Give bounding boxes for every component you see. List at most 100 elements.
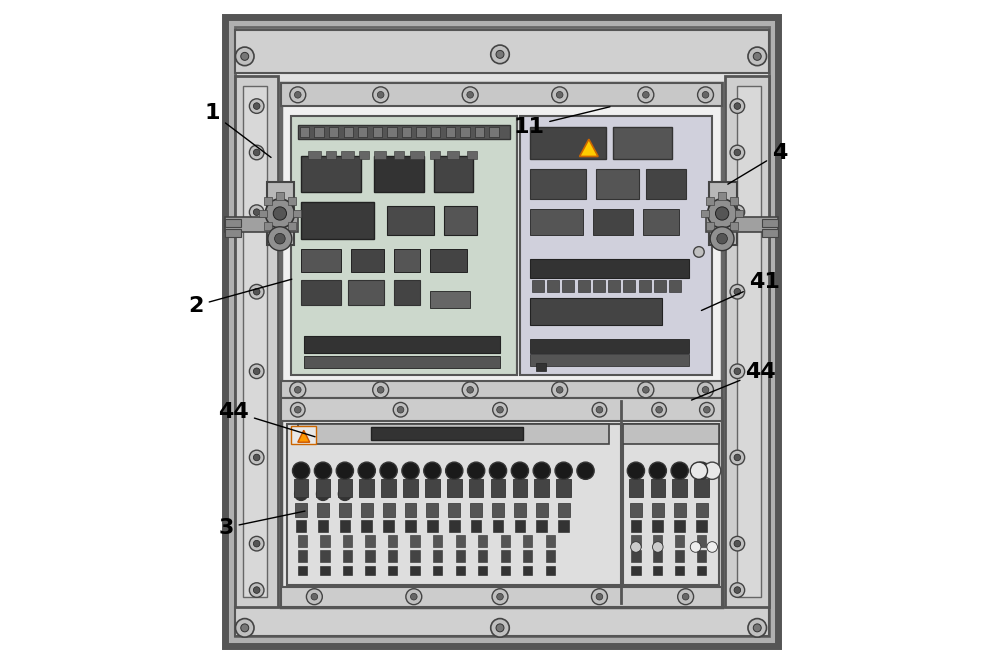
Circle shape bbox=[235, 47, 254, 66]
Circle shape bbox=[698, 87, 713, 103]
Circle shape bbox=[249, 583, 264, 597]
Bar bbox=[298, 424, 609, 444]
Circle shape bbox=[592, 402, 607, 417]
Bar bbox=[737, 86, 761, 597]
Circle shape bbox=[596, 593, 603, 600]
Bar bbox=[523, 535, 532, 547]
Bar bbox=[281, 587, 722, 607]
Bar bbox=[433, 566, 442, 575]
Circle shape bbox=[690, 462, 708, 479]
Bar bbox=[646, 169, 686, 199]
Circle shape bbox=[292, 462, 310, 479]
Circle shape bbox=[552, 382, 568, 398]
Bar bbox=[388, 535, 397, 547]
Circle shape bbox=[489, 462, 507, 479]
Bar bbox=[456, 566, 465, 575]
Bar bbox=[546, 566, 555, 575]
Bar bbox=[631, 566, 641, 575]
Bar bbox=[536, 363, 546, 371]
Circle shape bbox=[708, 199, 737, 228]
Bar bbox=[301, 202, 374, 239]
Circle shape bbox=[492, 589, 508, 605]
Circle shape bbox=[638, 382, 654, 398]
Bar bbox=[631, 535, 641, 547]
Bar bbox=[301, 280, 341, 305]
Circle shape bbox=[710, 227, 734, 251]
Circle shape bbox=[235, 619, 254, 637]
Bar bbox=[243, 86, 267, 597]
Circle shape bbox=[377, 387, 384, 393]
Bar bbox=[410, 550, 420, 562]
Circle shape bbox=[734, 368, 741, 375]
Bar bbox=[298, 566, 307, 575]
Circle shape bbox=[311, 593, 318, 600]
Circle shape bbox=[462, 87, 478, 103]
Circle shape bbox=[253, 587, 260, 593]
Bar bbox=[388, 550, 397, 562]
Bar bbox=[674, 503, 686, 517]
Bar bbox=[304, 356, 500, 368]
Bar bbox=[405, 520, 416, 532]
Circle shape bbox=[462, 382, 478, 398]
Bar bbox=[318, 520, 328, 532]
Circle shape bbox=[638, 87, 654, 103]
Circle shape bbox=[373, 87, 389, 103]
Circle shape bbox=[671, 462, 688, 479]
Bar bbox=[762, 219, 778, 227]
Bar bbox=[394, 249, 420, 272]
Circle shape bbox=[493, 402, 507, 417]
Circle shape bbox=[491, 619, 509, 637]
Bar bbox=[344, 127, 353, 137]
Circle shape bbox=[702, 387, 709, 393]
Bar bbox=[410, 535, 420, 547]
Bar bbox=[343, 566, 352, 575]
Bar bbox=[489, 127, 499, 137]
Circle shape bbox=[265, 199, 294, 228]
Bar bbox=[320, 566, 330, 575]
Bar bbox=[447, 151, 459, 159]
Bar bbox=[471, 520, 481, 532]
Bar bbox=[365, 566, 375, 575]
Circle shape bbox=[700, 402, 714, 417]
Bar bbox=[359, 479, 374, 497]
Circle shape bbox=[316, 487, 330, 501]
Bar bbox=[338, 479, 352, 497]
Bar bbox=[478, 535, 487, 547]
Circle shape bbox=[249, 536, 264, 551]
Bar bbox=[706, 198, 714, 206]
Circle shape bbox=[497, 406, 503, 413]
Circle shape bbox=[702, 91, 709, 98]
Bar bbox=[276, 227, 284, 235]
Circle shape bbox=[402, 462, 419, 479]
Bar bbox=[416, 127, 426, 137]
Circle shape bbox=[753, 624, 761, 632]
Bar bbox=[276, 192, 284, 200]
Bar bbox=[558, 503, 570, 517]
Bar bbox=[225, 229, 241, 237]
Circle shape bbox=[730, 99, 745, 113]
Bar bbox=[343, 550, 352, 562]
Bar bbox=[446, 127, 455, 137]
Circle shape bbox=[253, 368, 260, 375]
Circle shape bbox=[627, 462, 645, 479]
Circle shape bbox=[314, 462, 332, 479]
Bar bbox=[534, 479, 549, 497]
Bar bbox=[298, 125, 510, 139]
Bar bbox=[593, 209, 633, 235]
Circle shape bbox=[694, 247, 704, 257]
Bar bbox=[530, 127, 606, 159]
Bar bbox=[430, 151, 440, 159]
Bar bbox=[653, 550, 662, 562]
Bar bbox=[410, 151, 424, 159]
Bar bbox=[361, 520, 372, 532]
Circle shape bbox=[467, 91, 473, 98]
Circle shape bbox=[410, 593, 417, 600]
Bar bbox=[530, 354, 689, 366]
Circle shape bbox=[533, 462, 550, 479]
Circle shape bbox=[253, 209, 260, 215]
Bar bbox=[515, 520, 525, 532]
Circle shape bbox=[734, 587, 741, 593]
Bar bbox=[291, 426, 316, 444]
Bar bbox=[304, 336, 500, 353]
Circle shape bbox=[290, 402, 305, 417]
